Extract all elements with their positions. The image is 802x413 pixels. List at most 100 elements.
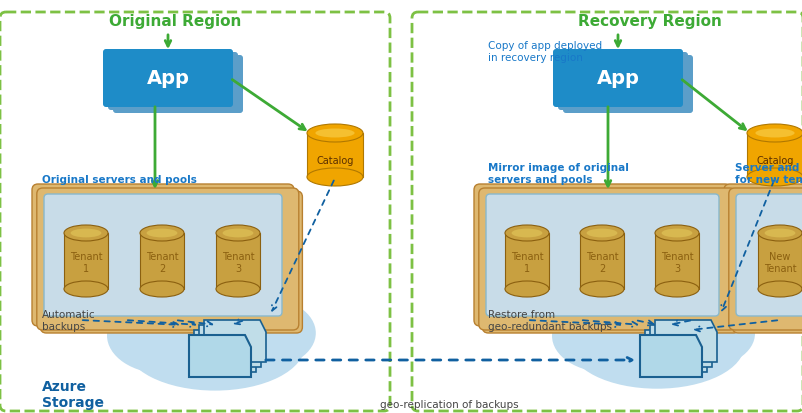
Text: Recovery Region: Recovery Region: [577, 14, 721, 29]
Ellipse shape: [569, 301, 743, 389]
Text: Automatic
backups: Automatic backups: [42, 310, 95, 332]
Bar: [504, 233, 549, 289]
Text: 3: 3: [673, 264, 679, 274]
Ellipse shape: [654, 281, 698, 297]
Text: 2: 2: [159, 264, 165, 274]
Ellipse shape: [586, 229, 617, 237]
Ellipse shape: [551, 299, 663, 373]
Text: Original servers and pools: Original servers and pools: [42, 175, 196, 185]
Ellipse shape: [757, 281, 801, 297]
Ellipse shape: [654, 225, 698, 241]
Text: Tenant: Tenant: [763, 264, 796, 274]
Ellipse shape: [504, 281, 549, 297]
Ellipse shape: [661, 229, 691, 237]
Text: Azure
Storage: Azure Storage: [42, 380, 104, 410]
Polygon shape: [639, 335, 701, 377]
Text: 1: 1: [523, 264, 529, 274]
Polygon shape: [639, 335, 701, 377]
Bar: [654, 233, 698, 289]
FancyBboxPatch shape: [113, 55, 243, 113]
FancyBboxPatch shape: [735, 194, 802, 316]
FancyBboxPatch shape: [723, 184, 802, 326]
Bar: [216, 233, 260, 289]
Ellipse shape: [147, 229, 177, 237]
FancyBboxPatch shape: [0, 12, 390, 411]
Text: Tenant: Tenant: [221, 252, 254, 262]
FancyBboxPatch shape: [44, 194, 282, 316]
Text: geo-replication of backups: geo-replication of backups: [379, 400, 518, 410]
Text: 3: 3: [235, 264, 241, 274]
Polygon shape: [644, 330, 706, 372]
Ellipse shape: [188, 289, 289, 354]
Ellipse shape: [125, 299, 305, 391]
FancyBboxPatch shape: [553, 49, 683, 107]
Text: Tenant: Tenant: [585, 252, 618, 262]
Bar: [306, 133, 363, 177]
Bar: [64, 233, 107, 289]
Text: New: New: [768, 252, 790, 262]
Text: 1: 1: [83, 264, 89, 274]
Polygon shape: [188, 335, 251, 377]
Text: Catalog: Catalog: [316, 156, 353, 166]
Text: Tenant: Tenant: [70, 252, 102, 262]
Text: Tenant: Tenant: [660, 252, 692, 262]
Ellipse shape: [71, 229, 101, 237]
Polygon shape: [194, 330, 256, 372]
Polygon shape: [204, 320, 265, 362]
Bar: [757, 233, 801, 289]
FancyBboxPatch shape: [107, 52, 237, 110]
Ellipse shape: [64, 225, 107, 241]
Ellipse shape: [764, 229, 795, 237]
Text: 2: 2: [598, 264, 605, 274]
Ellipse shape: [222, 229, 253, 237]
Polygon shape: [649, 325, 711, 367]
Bar: [746, 133, 802, 177]
Ellipse shape: [208, 297, 315, 369]
Ellipse shape: [583, 285, 695, 354]
Ellipse shape: [216, 281, 260, 297]
Text: Original Region: Original Region: [109, 14, 241, 29]
Ellipse shape: [216, 225, 260, 241]
Ellipse shape: [757, 225, 801, 241]
Polygon shape: [199, 325, 261, 367]
Ellipse shape: [746, 168, 802, 186]
Ellipse shape: [315, 128, 354, 138]
Text: Restore from
geo-redundant backups: Restore from geo-redundant backups: [488, 310, 611, 332]
Polygon shape: [188, 335, 251, 377]
Ellipse shape: [140, 281, 184, 297]
Ellipse shape: [140, 225, 184, 241]
Text: App: App: [596, 69, 638, 88]
FancyBboxPatch shape: [728, 188, 802, 330]
FancyBboxPatch shape: [562, 55, 692, 113]
Ellipse shape: [579, 281, 623, 297]
FancyBboxPatch shape: [103, 49, 233, 107]
Ellipse shape: [306, 124, 363, 142]
Text: Server and pool
for new tenants: Server and pool for new tenants: [734, 164, 802, 185]
Ellipse shape: [140, 282, 254, 355]
FancyBboxPatch shape: [478, 188, 735, 330]
Bar: [579, 233, 623, 289]
Polygon shape: [654, 320, 716, 362]
Ellipse shape: [504, 225, 549, 241]
Ellipse shape: [511, 229, 541, 237]
FancyBboxPatch shape: [473, 184, 730, 326]
FancyBboxPatch shape: [411, 12, 802, 411]
Ellipse shape: [746, 124, 802, 142]
Text: Catalog: Catalog: [755, 156, 792, 166]
Text: Mirror image of original
servers and pools: Mirror image of original servers and poo…: [488, 164, 628, 185]
FancyBboxPatch shape: [40, 191, 302, 333]
Text: App: App: [147, 69, 189, 88]
Ellipse shape: [579, 225, 623, 241]
Ellipse shape: [107, 297, 222, 374]
FancyBboxPatch shape: [482, 191, 739, 333]
Ellipse shape: [649, 299, 754, 368]
FancyBboxPatch shape: [37, 188, 298, 330]
FancyBboxPatch shape: [731, 191, 802, 333]
Text: Copy of app deployed
in recovery region: Copy of app deployed in recovery region: [488, 41, 602, 63]
Ellipse shape: [64, 281, 107, 297]
Bar: [140, 233, 184, 289]
Ellipse shape: [306, 168, 363, 186]
FancyBboxPatch shape: [32, 184, 294, 326]
FancyBboxPatch shape: [485, 194, 718, 316]
Text: Tenant: Tenant: [510, 252, 543, 262]
